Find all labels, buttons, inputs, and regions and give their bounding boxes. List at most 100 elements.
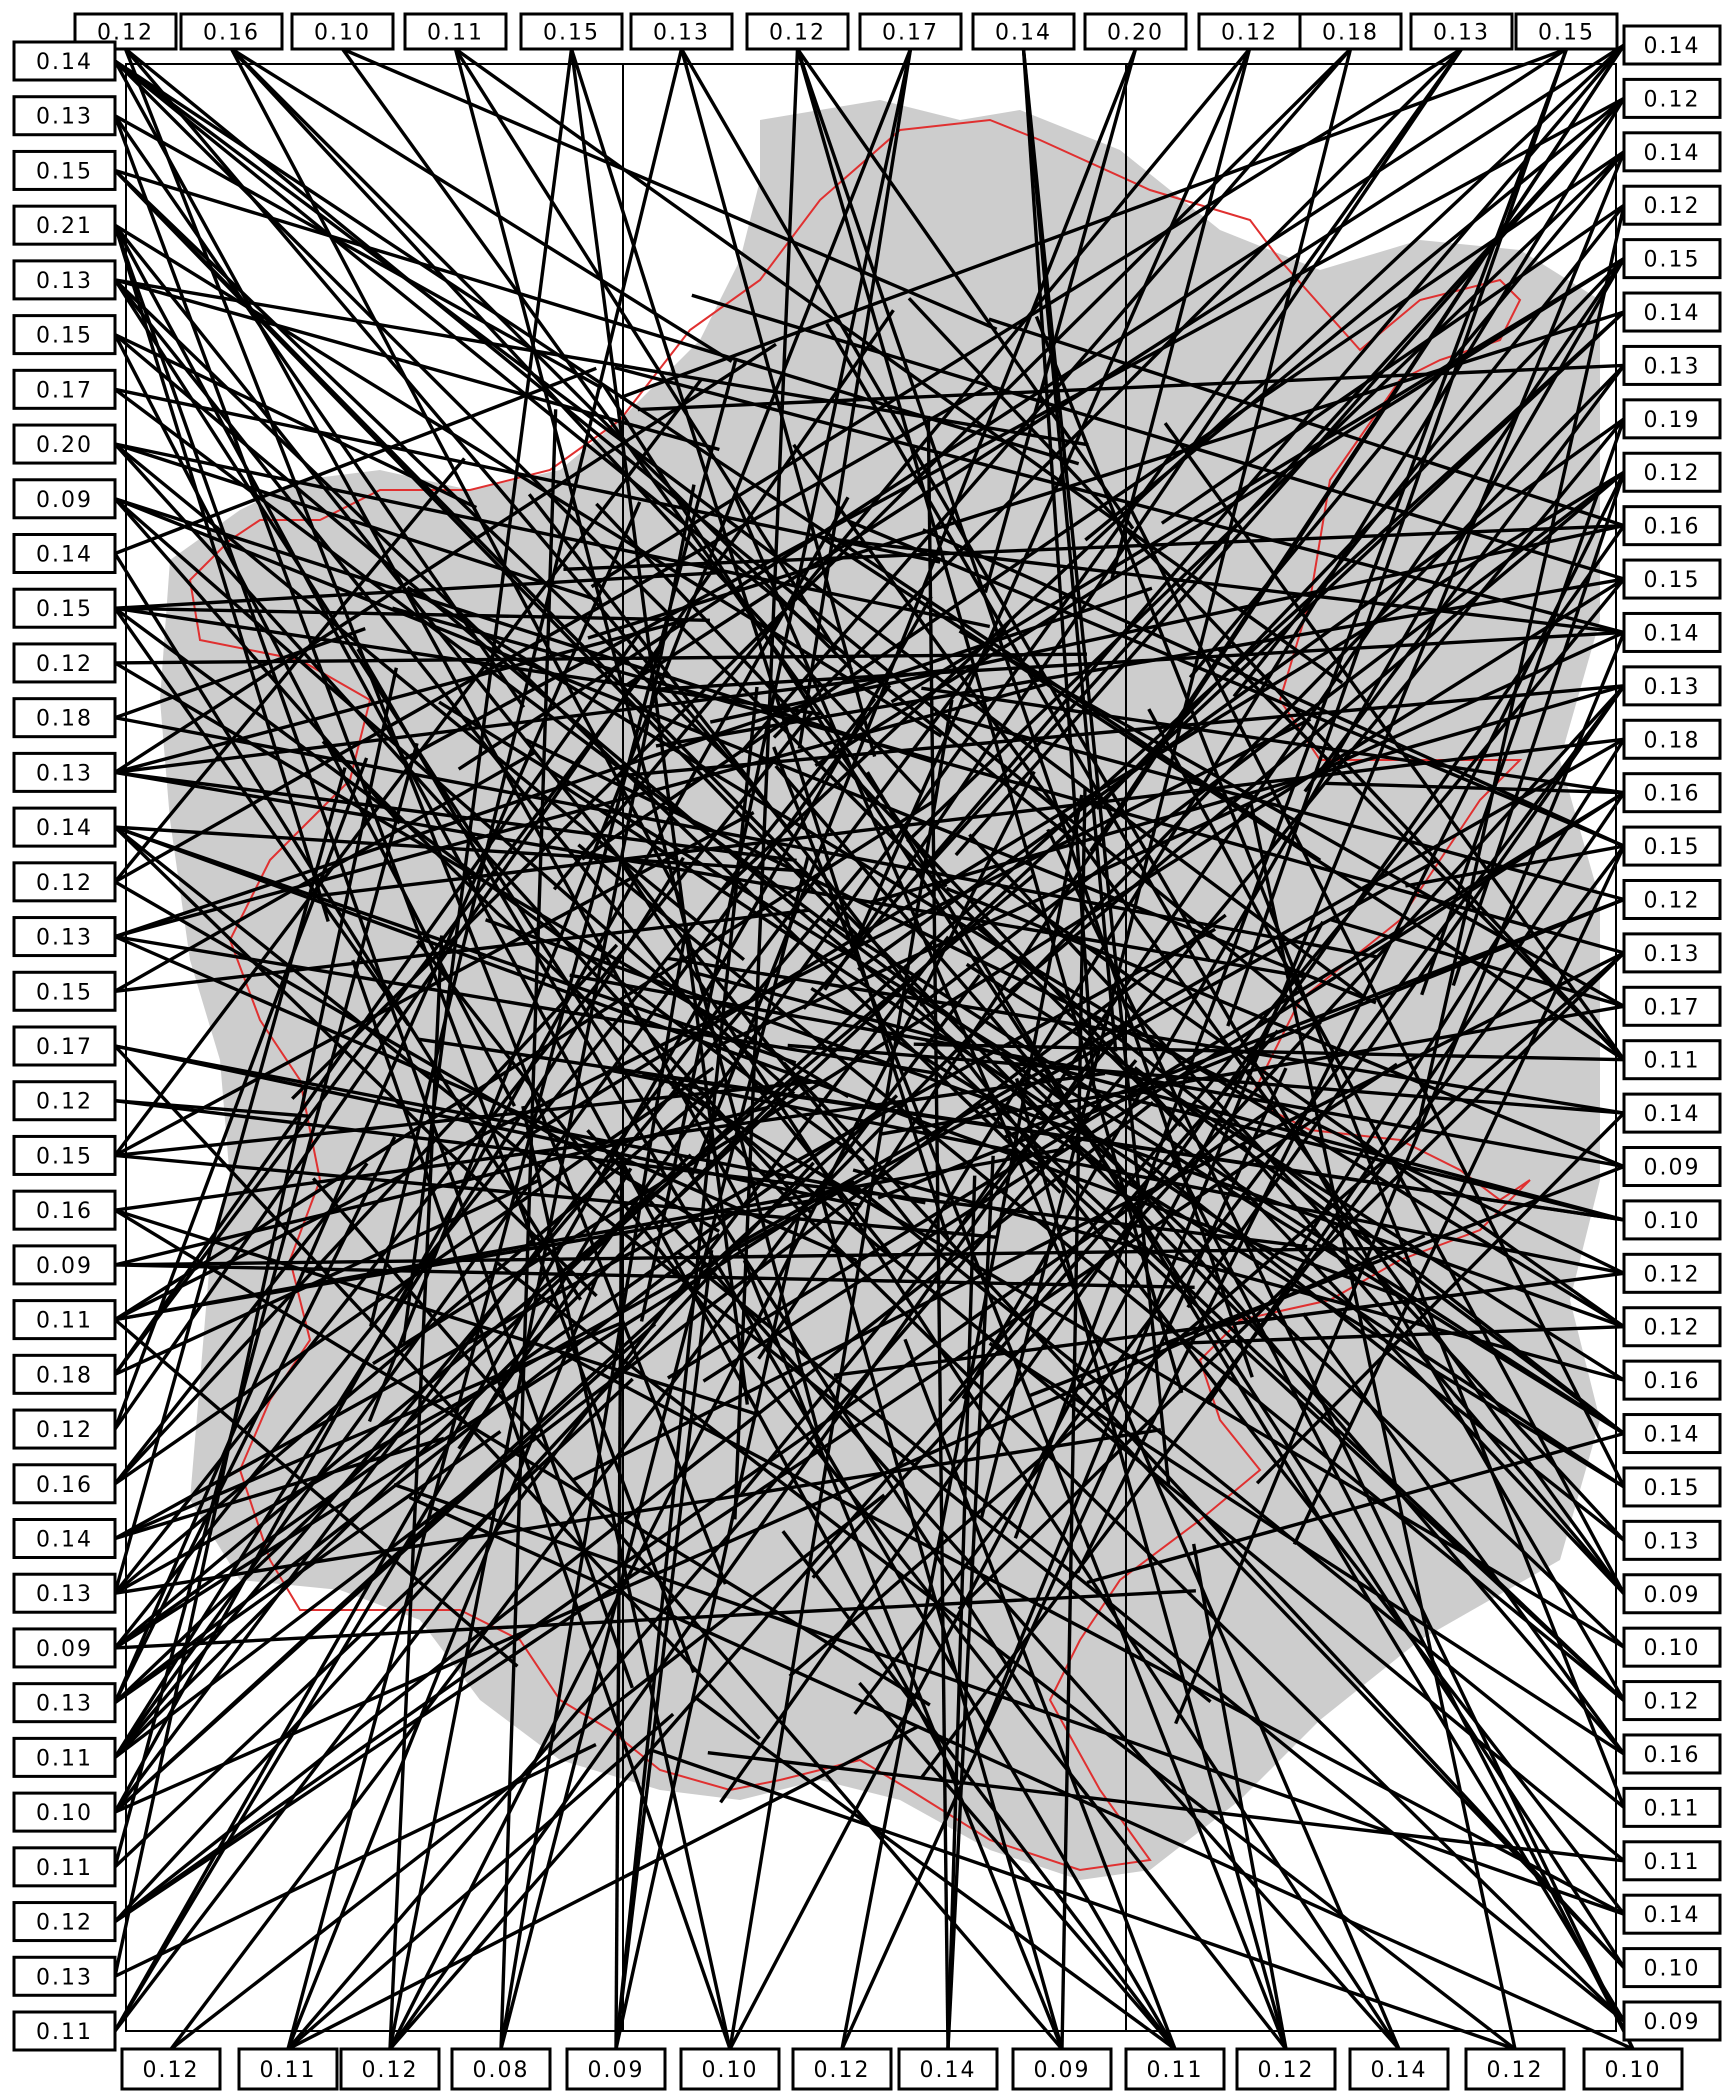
label-value: 0.09	[36, 1637, 93, 1662]
label-right-19: 0.11	[1622, 1039, 1722, 1081]
leader-right-4-4	[814, 257, 1625, 767]
label-box	[1622, 878, 1722, 920]
leader-left-36-2	[113, 1167, 633, 2032]
leader-left-33-1	[113, 742, 419, 1868]
leader-top-1-0	[230, 47, 733, 363]
label-value: 0.15	[1644, 835, 1701, 860]
label-box	[12, 1353, 117, 1395]
label-value: 0.14	[36, 816, 93, 841]
leader-left-25-0	[113, 757, 369, 1430]
label-right-18: 0.17	[1622, 985, 1722, 1027]
leader-top-4-2	[569, 48, 750, 1405]
label-value: 0.14	[1644, 1903, 1701, 1928]
label-right-17: 0.13	[1622, 932, 1722, 974]
label-value: 0.15	[36, 324, 93, 349]
label-value: 0.13	[36, 269, 93, 294]
label-box	[1622, 505, 1722, 547]
label-value: 0.09	[588, 2058, 645, 2083]
label-right-10: 0.15	[1622, 558, 1722, 600]
label-right-2: 0.14	[1622, 131, 1722, 173]
label-box	[1622, 24, 1722, 66]
label-box	[1622, 1519, 1722, 1561]
label-top-0: 0.12	[73, 12, 178, 51]
label-box	[1124, 2047, 1226, 2091]
leader-left-4-2	[114, 278, 1089, 447]
label-box	[1622, 611, 1722, 653]
label-value: 0.12	[36, 1418, 93, 1443]
leader-left-13-2	[114, 770, 797, 863]
label-value: 0.13	[1644, 354, 1701, 379]
label-value: 0.12	[36, 1090, 93, 1115]
leader-left-7-3	[113, 442, 812, 1214]
label-box	[1622, 825, 1722, 867]
label-box	[519, 12, 624, 51]
leader-left-25-1	[113, 309, 895, 1431]
label-value: 0.15	[1644, 1476, 1701, 1501]
leader-bottom-10-0	[415, 939, 1288, 2051]
label-box	[565, 2047, 667, 2091]
label-right-8: 0.12	[1622, 451, 1722, 493]
label-box	[12, 423, 117, 465]
label-value: 0.12	[1644, 87, 1701, 112]
label-right-36: 0.10	[1622, 1947, 1722, 1989]
label-top-13: 0.15	[1514, 12, 1619, 51]
leader-right-24-0	[997, 882, 1625, 1329]
label-right-34: 0.11	[1622, 1840, 1722, 1882]
label-value: 0.14	[995, 21, 1052, 46]
leader-bottom-4-3	[614, 1206, 803, 2050]
label-box	[1622, 1252, 1722, 1294]
label-box	[12, 1244, 117, 1286]
label-bottom-5: 0.10	[679, 2047, 781, 2091]
leader-left-24-2	[113, 630, 643, 1376]
leader-left-15-0	[113, 457, 466, 883]
leader-right-5-2	[666, 310, 1626, 1209]
leader-right-29-2	[1147, 708, 1626, 1595]
leader-left-5-2	[114, 333, 478, 510]
label-left-31: 0.11	[12, 1736, 117, 1778]
leader-left-16-2	[114, 586, 1153, 939]
label-right-3: 0.12	[1622, 184, 1722, 226]
leader-left-15-2	[114, 880, 720, 1233]
label-right-23: 0.12	[1622, 1252, 1722, 1294]
label-bottom-7: 0.14	[897, 2047, 999, 2091]
label-top-1: 0.16	[179, 12, 284, 51]
label-box	[339, 2047, 441, 2091]
leader-left-28-0	[113, 767, 347, 1594]
label-top-8: 0.14	[971, 12, 1076, 51]
label-right-33: 0.11	[1622, 1786, 1722, 1828]
label-box	[12, 40, 117, 82]
leader-top-13-2	[619, 47, 1568, 400]
leader-right-33-1	[853, 1184, 1626, 1809]
label-value: 0.11	[1147, 2058, 1204, 2083]
label-box	[1622, 1146, 1722, 1188]
label-value: 0.10	[36, 1801, 93, 1826]
label-top-3: 0.11	[403, 12, 508, 51]
label-box	[12, 1189, 117, 1231]
leader-left-36-1	[113, 595, 933, 2032]
label-value: 0.16	[203, 21, 260, 46]
leader-left-1-0	[114, 114, 603, 390]
leader-left-22-1	[114, 1246, 1403, 1267]
label-value: 0.10	[1644, 1209, 1701, 1234]
label-right-5: 0.14	[1622, 291, 1722, 333]
label-right-4: 0.15	[1622, 238, 1722, 280]
label-value: 0.18	[1322, 21, 1379, 46]
leader-right-10-1	[691, 293, 1625, 581]
label-box	[12, 1463, 117, 1505]
label-value: 0.13	[1433, 21, 1490, 46]
leader-left-18-2	[113, 1044, 761, 1740]
label-box	[12, 1299, 117, 1341]
label-box	[1622, 1786, 1722, 1828]
leader-right-32-2	[988, 1341, 1625, 1756]
leader-right-12-0	[853, 684, 1626, 1715]
leader-left-8-2	[114, 497, 1377, 1005]
label-box	[745, 12, 850, 51]
label-value: 0.16	[1644, 515, 1701, 540]
leader-left-16-0	[114, 934, 936, 1075]
label-box	[403, 12, 508, 51]
leader-left-30-0	[113, 1232, 721, 1705]
leader-bottom-8-0	[742, 1259, 1064, 2050]
label-box	[1622, 398, 1722, 440]
label-left-13: 0.13	[12, 751, 117, 793]
label-value: 0.13	[1644, 675, 1701, 700]
